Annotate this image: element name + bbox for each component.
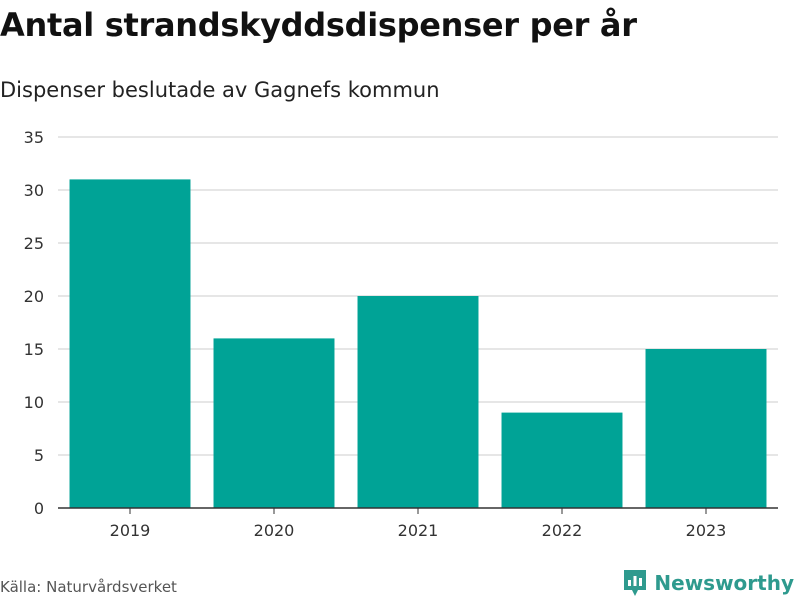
x-tick-label: 2021 [398,521,439,540]
x-tick-label: 2023 [686,521,727,540]
y-tick-label: 30 [24,181,44,200]
y-tick-label: 25 [24,234,44,253]
bar-2020 [213,338,335,508]
chart-title: Antal strandskyddsdispenser per år [0,6,637,44]
bar-2023 [645,349,767,508]
bar-2019 [69,179,191,508]
bar-2021 [357,296,479,508]
x-tick-label: 2019 [110,521,151,540]
y-tick-label: 35 [24,128,44,147]
y-tick-label: 0 [34,499,44,518]
x-tick-label: 2022 [542,521,583,540]
y-tick-label: 15 [24,340,44,359]
y-tick-label: 5 [34,446,44,465]
tick-labels: 0 5 10 15 20 25 30 35 2019 2020 2021 2022 2023 [24,128,727,540]
x-tick-label: 2020 [254,521,295,540]
brand-name: Newsworthy [654,571,794,595]
bar-2022 [501,412,623,508]
source-note: Källa: Naturvårdsverket [0,578,177,596]
y-tick-label: 10 [24,393,44,412]
brand-logo: Newsworthy [622,568,794,598]
axes [58,507,778,514]
y-tick-label: 20 [24,287,44,306]
bars [69,179,767,508]
newsworthy-logo-icon [624,570,647,596]
bar-chart: 0 5 10 15 20 25 30 35 2019 2020 2021 2022 2023 [24,128,778,540]
chart-subtitle: Dispenser beslutade av Gagnefs kommun [0,78,440,102]
